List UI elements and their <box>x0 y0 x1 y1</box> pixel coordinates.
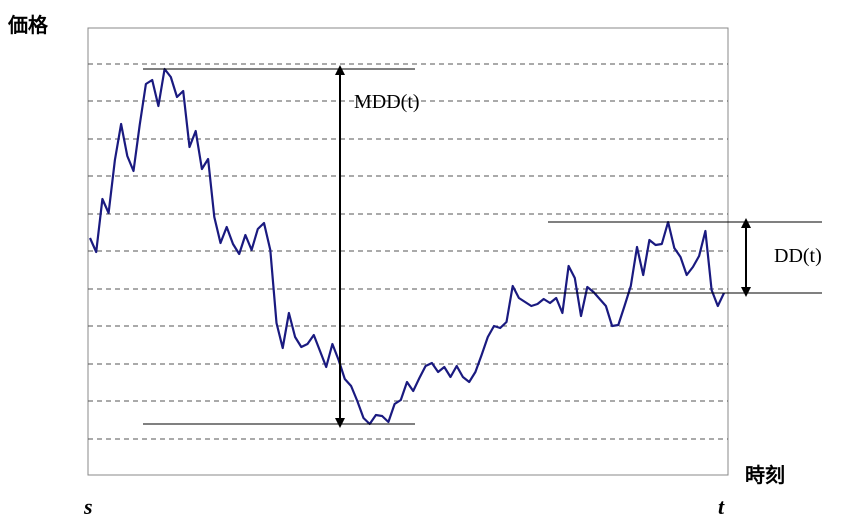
x-start-label: s <box>83 494 93 517</box>
price-line <box>88 67 725 426</box>
y-axis-label: 価格 <box>7 13 49 37</box>
x-axis-label: 時刻 <box>745 463 785 487</box>
x-end-label: t <box>718 494 725 517</box>
mdd-label: MDD(t) <box>354 91 420 113</box>
dd-label: DD(t) <box>774 245 822 267</box>
